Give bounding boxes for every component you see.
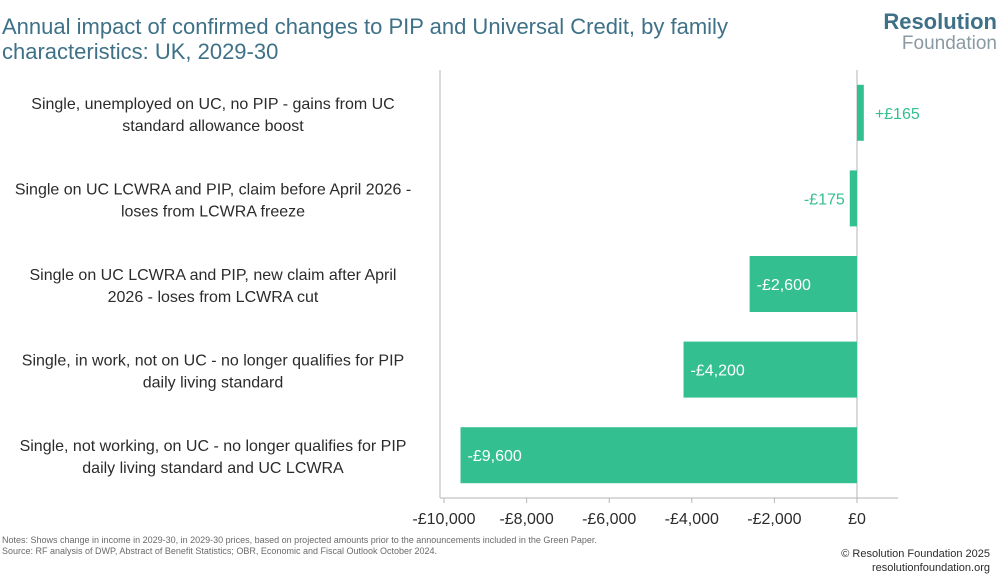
x-tick-label: -£8,000 [499,511,553,528]
source-line: Source: RF analysis of DWP, Abstract of … [2,546,438,556]
category-label: Single on UC LCWRA and PIP, claim before… [15,181,411,220]
category-label: Single, not working, on UC - no longer q… [20,438,407,477]
category-label: Single on UC LCWRA and PIP, new claim af… [30,267,397,306]
data-label: -£2,600 [757,277,811,294]
notes-line: Notes: Shows change in income in 2029-30… [2,535,597,545]
logo-line-1: Resolution [883,9,997,34]
website-line: resolutionfoundation.org [871,562,990,574]
data-label: -£4,200 [691,363,745,380]
x-tick-label: -£10,000 [412,511,475,528]
resolution-foundation-logo: Resolution Foundation [883,10,997,54]
x-tick-label: -£2,000 [747,511,801,528]
category-label: Single, in work, not on UC - no longer q… [22,353,404,392]
logo-line-2: Foundation [901,33,997,54]
data-label: -£9,600 [468,448,522,465]
data-label: -£175 [804,191,845,208]
chart-notes: Notes: Shows change in income in 2029-30… [2,535,702,557]
chart-title: Annual impact of confirmed changes to PI… [2,14,728,64]
bar [683,341,857,398]
bar [849,170,857,227]
bar [857,84,864,141]
category-label: Single, unemployed on UC, no PIP - gains… [31,96,394,135]
x-tick-label: -£4,000 [665,511,719,528]
bar [749,256,857,312]
x-tick-label: -£6,000 [582,511,636,528]
data-label: +£165 [875,106,920,123]
copyright-line: © Resolution Foundation 2025 [841,548,990,560]
x-tick-label: £0 [848,511,866,528]
bar [460,427,857,484]
copyright: © Resolution Foundation 2025 resolutionf… [841,547,990,575]
